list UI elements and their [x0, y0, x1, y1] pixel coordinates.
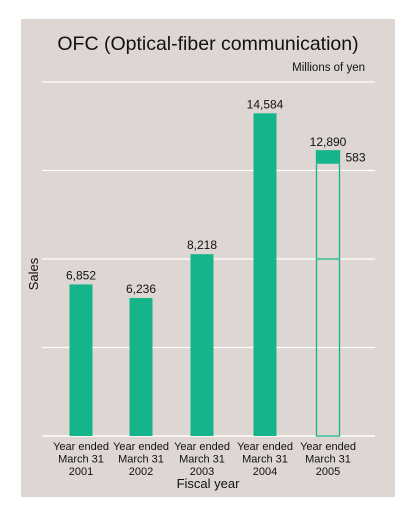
bar-2004 [253, 113, 277, 436]
value-label-2005-segment: 583 [346, 150, 366, 164]
value-label-2003: 8,218 [187, 238, 217, 252]
bar-2002 [129, 298, 153, 436]
bar-2001 [69, 284, 93, 436]
x-tick-label-2003: Year ended March 31 2003 [174, 441, 230, 478]
chart-title: OFC (Optical-fiber communication) [57, 33, 358, 55]
x-axis-title: Fiscal year [177, 476, 241, 491]
ofc-sales-chart: OFC (Optical-fiber communication) Millio… [26, 33, 375, 491]
value-label-2001: 6,852 [66, 268, 96, 282]
bar-2005-total-outline [315, 150, 341, 437]
bar-2003 [190, 254, 214, 436]
value-label-2005-total: 12,890 [310, 135, 347, 149]
x-tick-label-2001: Year ended March 31 2001 [53, 441, 109, 478]
unit-label: Millions of yen [292, 62, 365, 74]
x-tick-label-2002: Year ended March 31 2002 [113, 441, 169, 478]
value-label-2002: 6,236 [126, 282, 156, 296]
x-tick-label-2005: Year ended March 31 2005 [300, 441, 356, 478]
bar-2005-segment [316, 150, 340, 164]
x-tick-label-2004: Year ended March 31 2004 [237, 441, 293, 478]
bars [69, 113, 341, 437]
y-axis-title: Sales [26, 257, 41, 290]
value-label-2004: 14,584 [247, 97, 284, 111]
